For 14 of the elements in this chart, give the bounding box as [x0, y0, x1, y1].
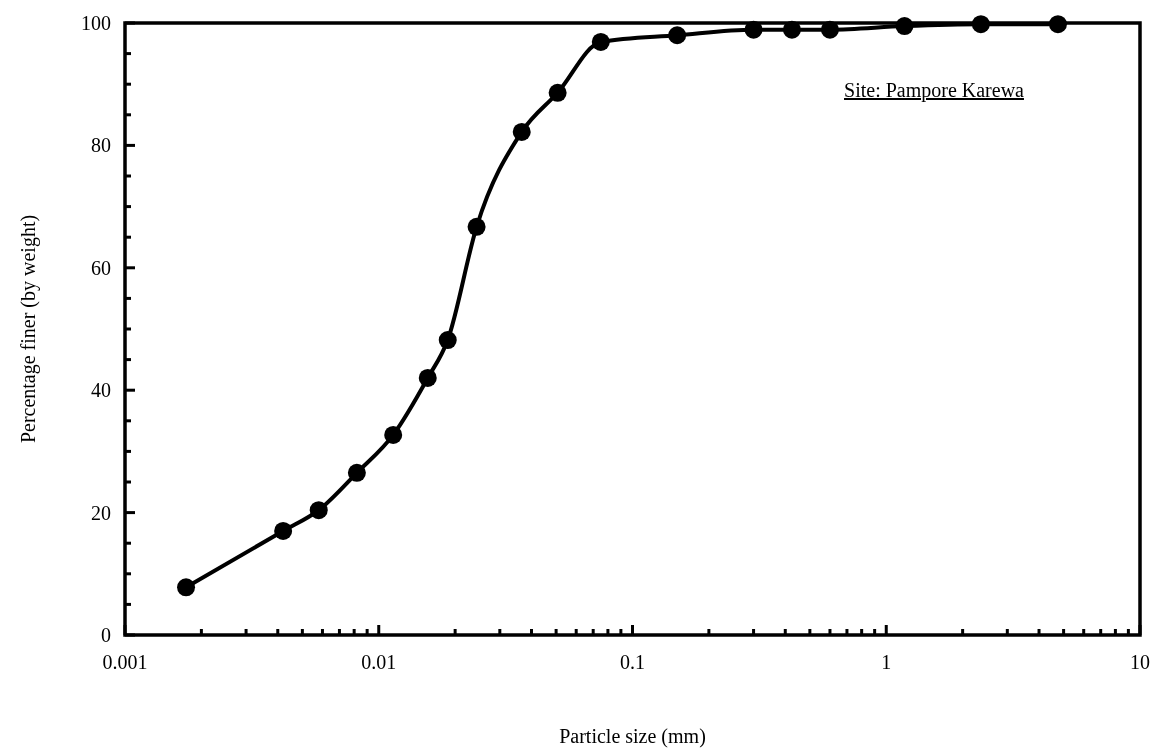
x-axis-title: Particle size (mm): [559, 725, 706, 748]
annotation: Site: Pampore Karewa: [844, 79, 1025, 102]
y-tick-label: 60: [91, 256, 111, 279]
y-tick-label: 20: [91, 501, 111, 524]
y-tick-label: 0: [101, 624, 111, 646]
y-tick-label: 100: [81, 12, 111, 34]
y-tick-label: 40: [91, 379, 111, 402]
x-tick-label: 10: [1130, 651, 1150, 673]
x-tick-label: 0.001: [102, 651, 148, 673]
y-axis-title: Percentage finer (by weight): [17, 214, 40, 444]
y-tick-label: 80: [91, 134, 111, 157]
x-tick-label: 0.01: [361, 651, 397, 673]
x-tick-label: 0.1: [620, 651, 645, 673]
x-tick-label: 1: [881, 651, 892, 673]
